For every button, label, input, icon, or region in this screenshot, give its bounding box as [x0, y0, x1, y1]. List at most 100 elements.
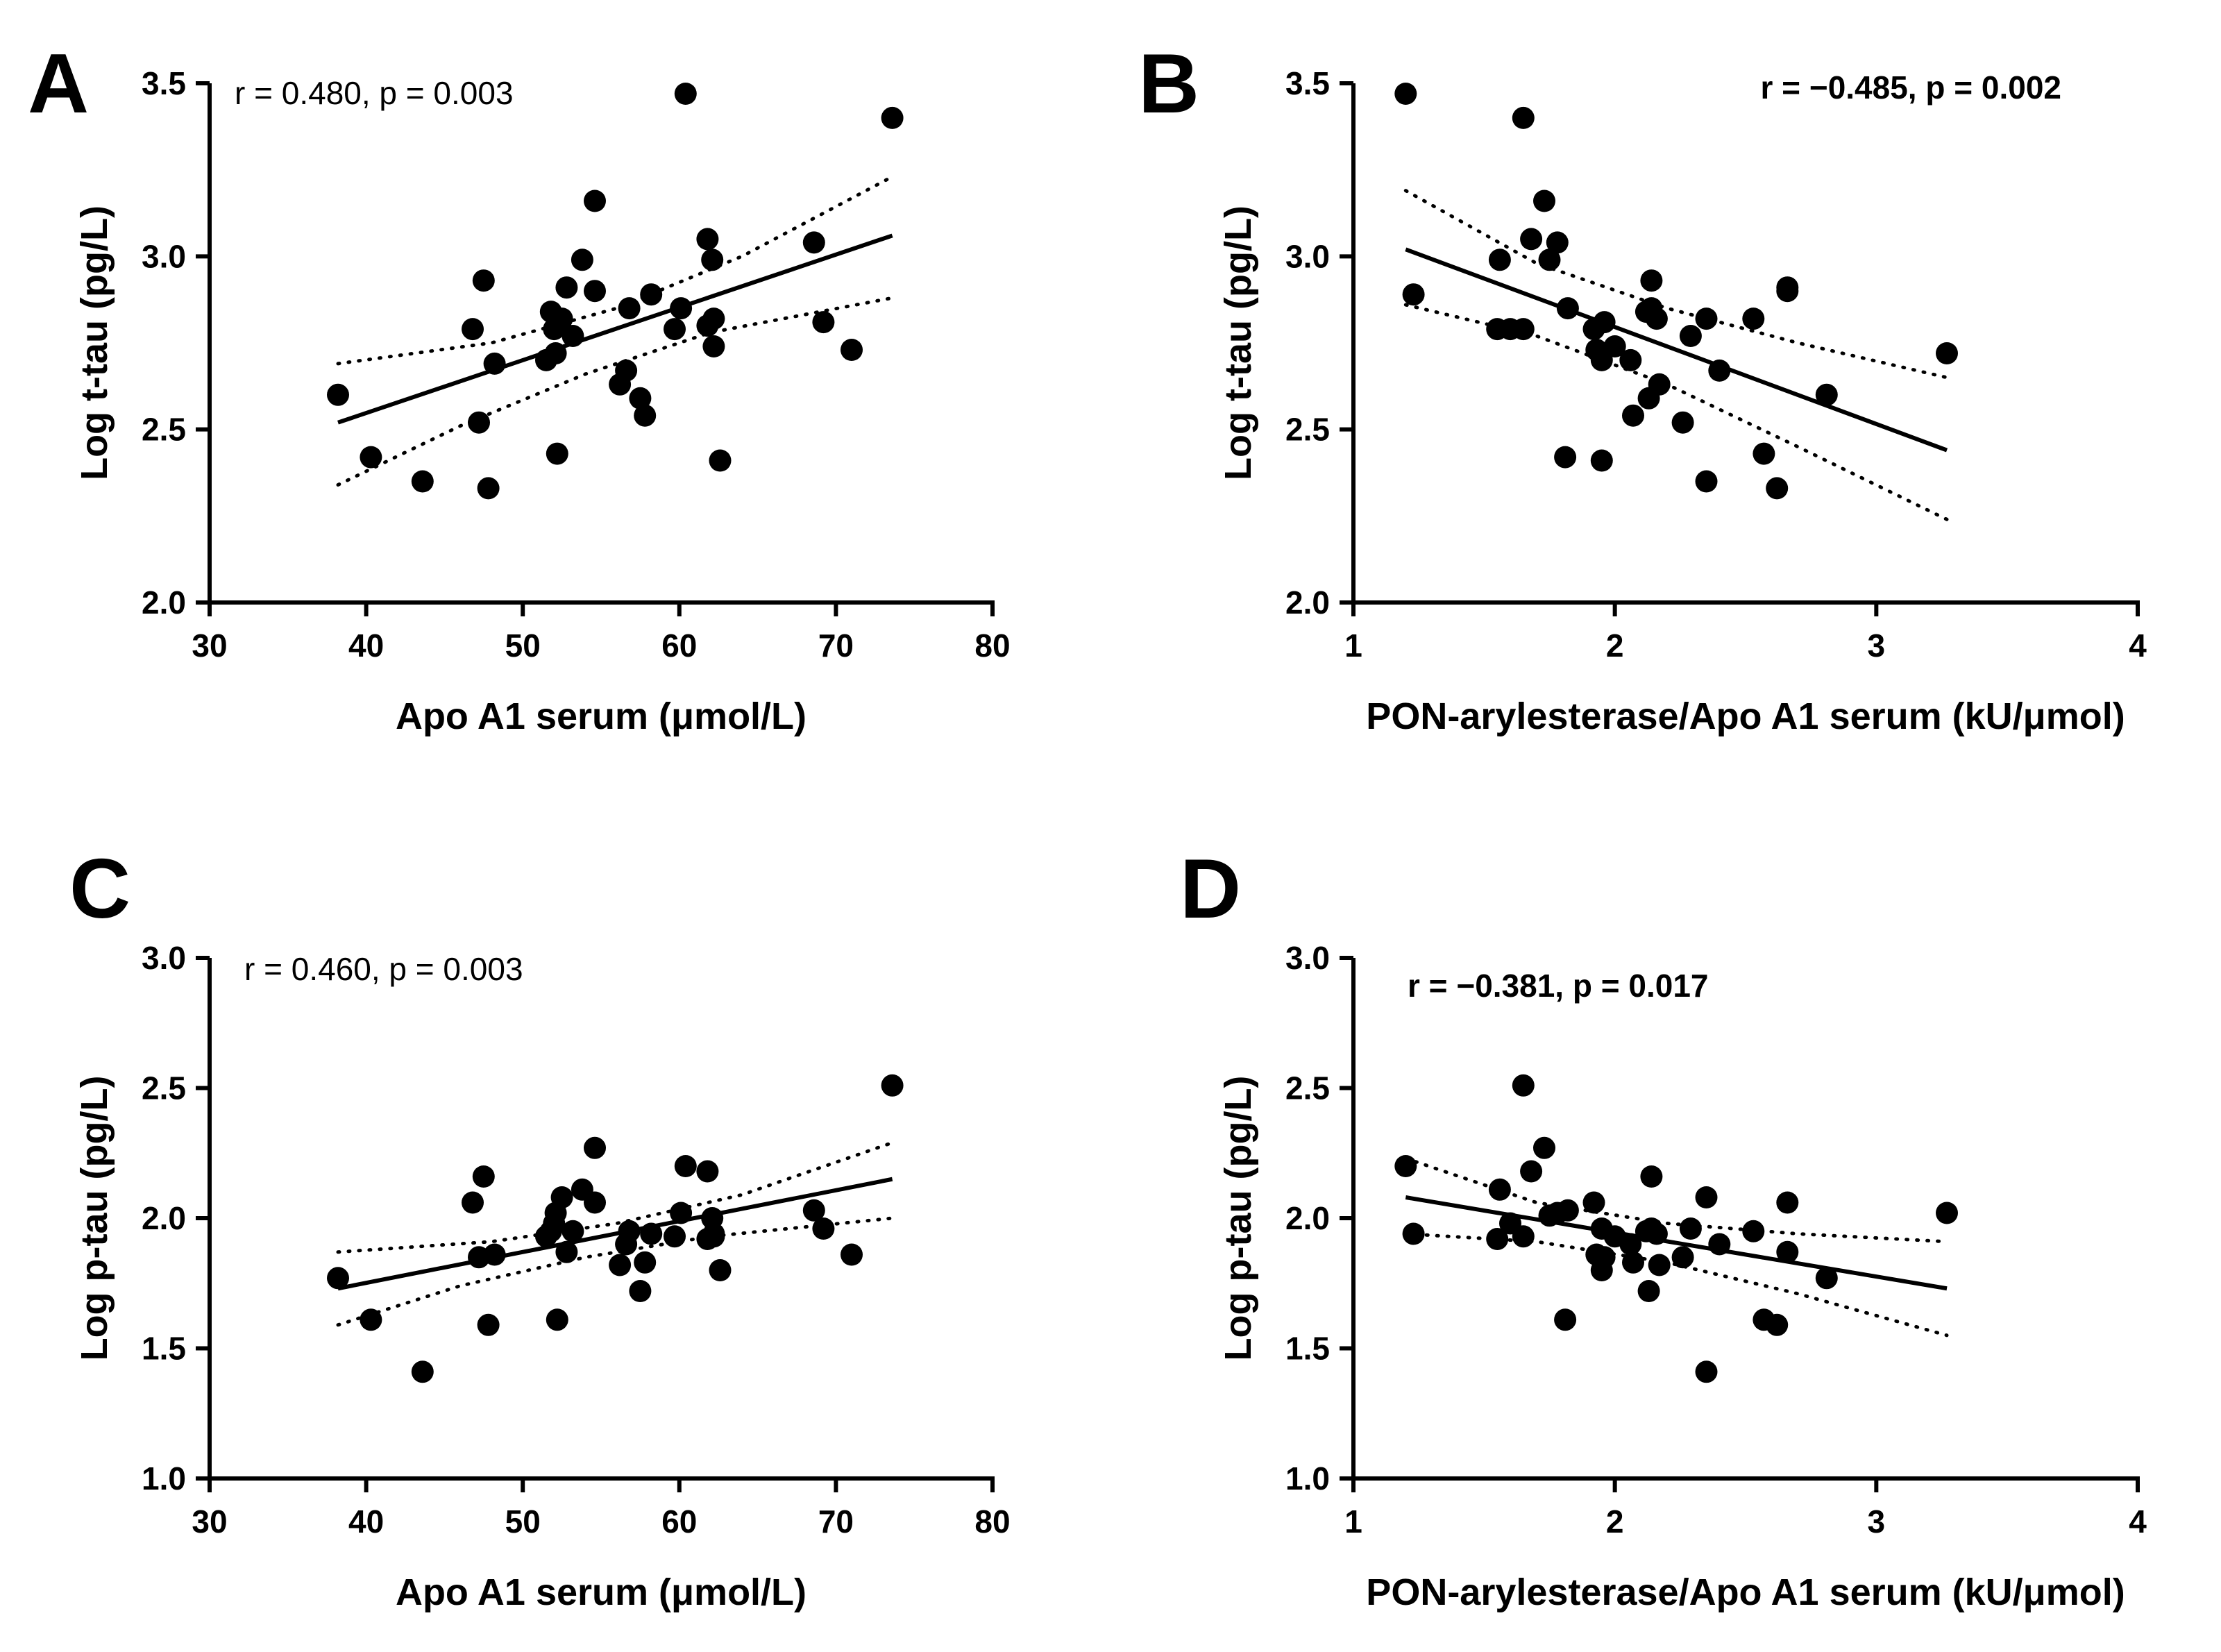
panel-d: D 1 2 3 4 1.0 1.5 2.0 2.5 3.0 PON-arylesterase/Apo… [1180, 841, 2147, 1613]
panel-b-data-point [1671, 411, 1694, 434]
panel-a-data-point [802, 231, 825, 254]
panel-c-data-point [881, 1074, 904, 1097]
panel-a-data-point [664, 318, 686, 341]
panel-d-data-point [1486, 1228, 1509, 1250]
panel-b-data-point [1815, 383, 1838, 406]
panel-a-x-tick-label: 80 [974, 627, 1010, 664]
panel-b-data-point [1622, 404, 1644, 427]
panel-a-data-point [812, 311, 835, 334]
panel-d-data-point [1742, 1220, 1765, 1242]
panel-c-x-tick-label: 70 [818, 1503, 854, 1540]
panel-b-data-point [1512, 106, 1535, 129]
panel-d-data-point [1708, 1233, 1731, 1256]
panel-c-data-point [561, 1220, 584, 1242]
panel-b-y-axis-label: Log t-tau (pg/L) [1217, 205, 1259, 480]
panel-b-x-tick-label: 2 [1606, 627, 1624, 664]
panel-d-y-tick-label: 3.0 [1285, 940, 1330, 976]
panel-a-data-point [462, 318, 484, 341]
panel-b-data-point [1394, 83, 1417, 105]
panel-a-data-point [483, 352, 506, 375]
panel-b-x-tick-label: 1 [1344, 627, 1362, 664]
panel-d-data-point [1679, 1217, 1702, 1240]
panel-b-y-tick-label: 2.5 [1285, 412, 1330, 448]
panel-d-data-point [1637, 1280, 1660, 1302]
panel-d-data-point [1695, 1360, 1718, 1383]
panel-c-data-point [618, 1220, 641, 1242]
panel-d-data-point [1394, 1155, 1417, 1177]
panel-c-data-point [640, 1222, 663, 1245]
panel-d-data-point [1815, 1267, 1838, 1290]
panel-c-stats-annotation: r = 0.460, p = 0.003 [244, 951, 523, 987]
panel-a-data-point [544, 342, 567, 364]
panel-d-data-point [1582, 1191, 1605, 1214]
panel-a-data-point [841, 339, 863, 361]
panel-b-data-point [1708, 359, 1731, 382]
panel-a-y-tick-label: 2.5 [142, 412, 186, 448]
panel-c-data-point [462, 1191, 484, 1214]
panel-b-regression-line [1405, 247, 1948, 453]
panel-d-data-point [1671, 1246, 1694, 1269]
panel-a-x-tick-label: 40 [348, 627, 384, 664]
panel-a-x-tick-label: 60 [661, 627, 697, 664]
panel-a-data-point [546, 442, 568, 465]
panel-c-y-tick-label: 1.5 [142, 1331, 186, 1367]
panel-b-letter: B [1138, 36, 1199, 130]
panel-d-data-point [1402, 1222, 1425, 1245]
panel-c-data-point [802, 1199, 825, 1222]
panel-a-x-tick-label: 50 [505, 627, 541, 664]
panel-c-ci-lower [336, 1216, 895, 1327]
panel-c-data-point [674, 1155, 697, 1177]
panel-a-y-axis-label: Log t-tau (pg/L) [74, 205, 115, 480]
panel-b-data-point [1679, 325, 1702, 347]
panel-c-data-point [841, 1243, 863, 1266]
panel-d-data-point [1645, 1222, 1668, 1245]
panel-c-x-tick-label: 40 [348, 1503, 384, 1540]
panel-b-data-point [1593, 311, 1616, 334]
panel-d-y-tick-label: 2.0 [1285, 1200, 1330, 1236]
panel-a-x-tick-label: 70 [818, 627, 854, 664]
panel-c-data-point [709, 1259, 732, 1281]
panel-c-data-point [702, 1225, 725, 1248]
panel-d-data-point [1533, 1136, 1555, 1159]
panel-a-data-point [709, 449, 732, 472]
panel-d-data-point [1648, 1254, 1671, 1276]
panel-a-letter: A [28, 36, 89, 130]
panel-b-data-point [1554, 446, 1577, 469]
panel-b-x-tick-label: 4 [2129, 627, 2147, 664]
panel-a-data-point [472, 269, 495, 292]
panel-b-data-point [1538, 248, 1561, 271]
panel-a-data-point [550, 307, 573, 330]
panel-b: B 1 2 3 4 2.0 2.5 3.0 3.5 PON-arylesterase/Apo A1… [1138, 36, 2147, 737]
panel-a-data-point [640, 283, 663, 306]
panel-a-y-tick-label: 3.0 [142, 238, 186, 274]
panel-c-x-tick-label: 50 [505, 1503, 541, 1540]
panel-a-data-point [674, 83, 697, 105]
panel-c-data-point [360, 1308, 382, 1331]
panel-c: C 30 40 50 60 70 80 1.0 1.5 2.0 2.5 3.0 Apo A1 serum… [69, 841, 1011, 1613]
panel-b-data-point [1556, 297, 1579, 320]
panel-a-data-point [411, 470, 434, 493]
panel-b-y-tick-label: 3.0 [1285, 238, 1330, 274]
panel-b-data-point [1648, 373, 1671, 396]
panel-a-data-point [634, 404, 657, 427]
panel-b-data-point [1512, 318, 1535, 341]
panel-c-data-point [634, 1251, 657, 1274]
panel-a-x-tick-label: 30 [192, 627, 227, 664]
panel-d-data-point [1512, 1225, 1535, 1248]
panel-a-data-point [477, 477, 500, 500]
panel-c-regression-line [337, 1177, 893, 1291]
panel-d-y-axis-label: Log p-tau (pg/L) [1217, 1076, 1259, 1361]
panel-b-data-point [1640, 269, 1663, 292]
panel-a-y-tick-label: 2.0 [142, 584, 186, 621]
panel-c-data-point [696, 1160, 719, 1183]
panel-a-data-point [696, 228, 719, 251]
panel-a-data-point [629, 387, 652, 410]
panel-d-data-point [1554, 1308, 1577, 1331]
panel-c-y-tick-label: 1.0 [142, 1460, 186, 1497]
panel-d-data-point [1766, 1313, 1789, 1336]
panel-d-x-tick-label: 2 [1606, 1503, 1624, 1540]
panel-c-data-point [411, 1360, 434, 1383]
panel-a-stats-annotation: r = 0.480, p = 0.003 [235, 75, 514, 111]
panel-b-y-tick-label: 2.0 [1285, 584, 1330, 621]
